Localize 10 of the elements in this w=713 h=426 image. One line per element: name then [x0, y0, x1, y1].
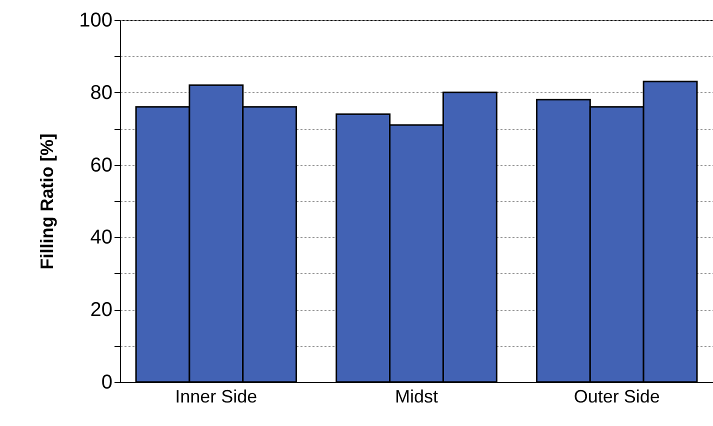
y-axis-title: Filling Ratio [%]: [37, 134, 58, 270]
x-tick-label: Outer Side: [574, 386, 660, 406]
y-tick-label: 0: [101, 372, 112, 394]
y-tick-label: 20: [90, 299, 112, 322]
y-tick-label: 80: [90, 82, 112, 104]
y-tick-label: 60: [90, 154, 112, 176]
x-tick-label: Midst: [394, 386, 438, 406]
y-tick-label: 100: [79, 10, 112, 32]
y-tick-label: 40: [90, 226, 112, 249]
x-tick-label: Inner Side: [175, 386, 258, 406]
